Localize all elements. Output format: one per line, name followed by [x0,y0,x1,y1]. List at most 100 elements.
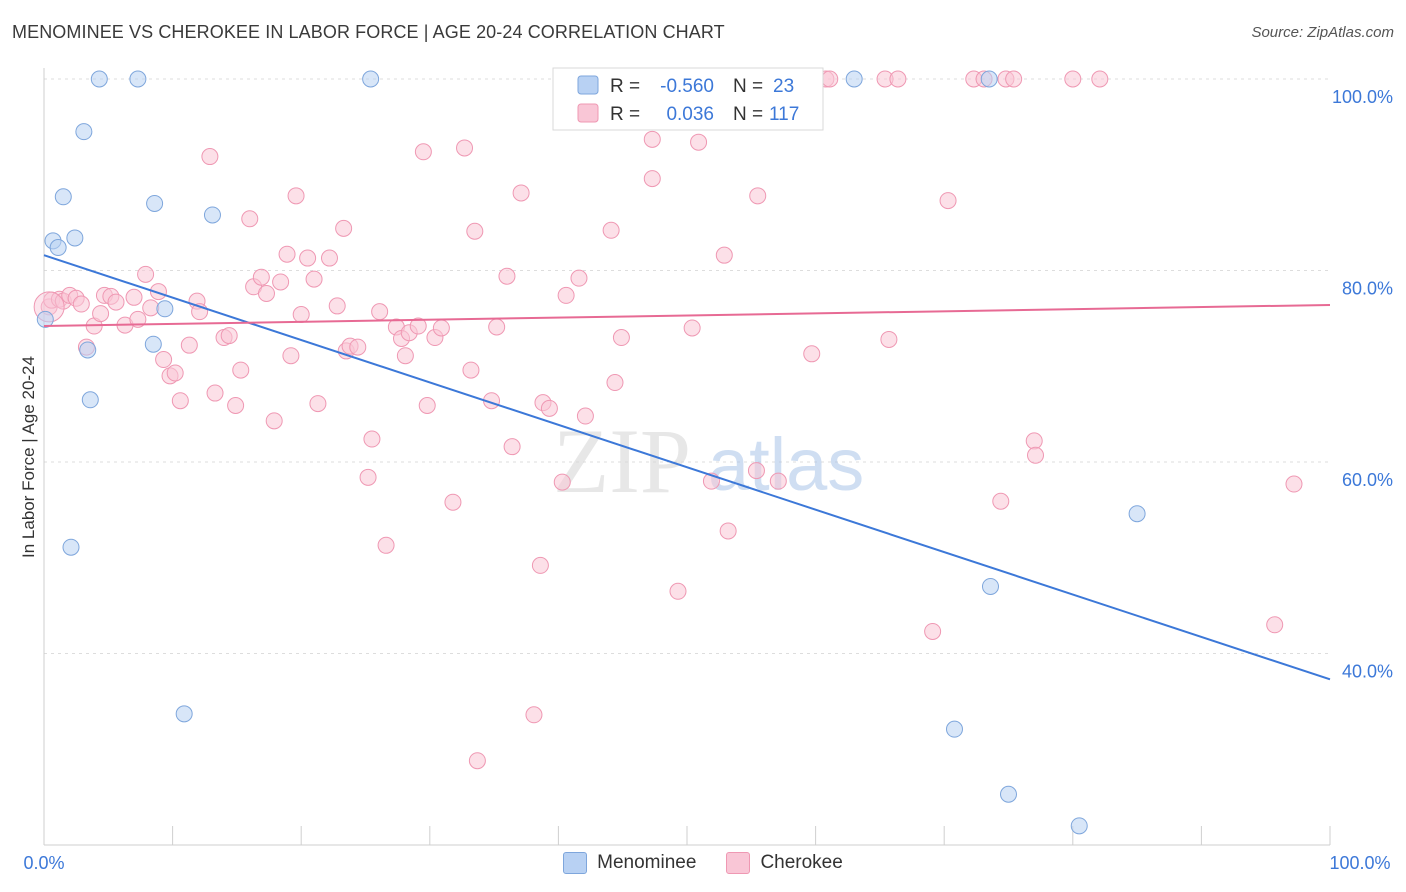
cherokee-point [359,468,377,486]
cherokee-point [444,493,462,511]
legend-bottom: Menominee Cherokee [0,852,1406,874]
y-tick-label: 100.0% [1332,87,1393,107]
cherokee-point [1285,475,1303,493]
cherokee-point [232,361,250,379]
menominee-point [1000,785,1017,803]
trend-lines [43,254,1331,681]
cherokee-point [328,297,346,315]
grid-lines [44,78,1330,654]
cherokee-point [749,187,767,205]
cherokee-point [468,752,486,770]
cherokee-point [292,306,310,324]
watermark-atlas: atlas [708,423,864,506]
cherokee-point [503,438,521,456]
x-ticks [172,826,1331,845]
cherokee-point [715,246,733,264]
cherokee-point [149,283,167,301]
cherokee-point [272,273,290,291]
menominee-point [75,123,93,141]
cherokee-point [747,462,765,480]
cherokee-point [409,317,427,335]
menominee-point [90,70,108,88]
cherokee-point [180,336,198,354]
menominee-point [79,341,97,359]
cherokee-point [107,293,125,311]
cherokee-point [612,329,630,347]
legend-r-label-cherokee: R = [610,104,640,125]
cherokee-point [227,397,245,415]
cherokee-point [889,70,907,88]
cherokee-point [418,397,436,415]
cherokee-point [643,170,661,188]
cherokee-point [512,184,530,202]
cherokee-point [1091,70,1109,88]
cherokee-point [1064,70,1082,88]
menominee-point [144,335,162,353]
cherokee-point [1005,70,1023,88]
menominee-point [81,391,99,409]
menominee-point [54,188,72,206]
cherokee-point [803,345,821,363]
cherokee-point [414,143,432,161]
cherokee-point [602,221,620,239]
cherokee-point [669,582,687,600]
cherokee-point [287,187,305,205]
cherokee-point [683,319,701,337]
cherokee-point [125,288,143,306]
legend-r-value-cherokee: 0.036 [666,104,714,125]
menominee-point [129,70,147,88]
cherokee-point [466,222,484,240]
cherokee-point [349,338,367,356]
legend-bottom-label-cherokee: Cherokee [760,852,843,873]
menominee-point [980,70,998,88]
chart-title: MENOMINEE VS CHEROKEE IN LABOR FORCE | A… [12,22,725,42]
cherokee-point [488,318,506,336]
cherokee-point [305,270,323,288]
legend-bottom-swatch-cherokee [726,852,751,874]
cherokee-point [282,347,300,365]
y-tick-label: 60.0% [1342,470,1393,490]
menominee-point [36,310,54,328]
cherokee-point [1266,616,1284,634]
legend-bottom-label-menominee: Menominee [597,852,697,873]
legend-n-label-menominee: N = [733,76,763,97]
cherokee-point [220,327,238,345]
cherokee-point [278,245,296,263]
cherokee-point [299,249,317,267]
cherokee-point [570,269,588,287]
legend-r-value-menominee: -0.560 [660,76,714,97]
x-tick-label-max: 100.0% [1329,853,1390,873]
legend-n-value-cherokee: 117 [769,104,799,125]
cherokee-trend-line [43,303,1331,328]
cherokee-point [924,622,942,640]
y-tick-label: 80.0% [1342,279,1393,299]
menominee-point [66,229,84,247]
menominee-point [156,300,174,318]
cherokee-point [939,192,957,210]
cherokee-point [335,219,353,237]
y-axis-label: In Labor Force | Age 20-24 [19,356,38,558]
cherokee-point [265,412,283,430]
cherokee-point [498,267,516,285]
cherokee-point [129,310,147,328]
legend-top: R = -0.560 N = 23 R = 0.036 N = 117 [552,67,824,131]
cherokee-point [525,706,543,724]
cherokee-point [690,133,708,151]
cherokee-point [456,139,474,157]
menominee-points [36,70,1146,835]
menominee-point [49,239,67,257]
legend-item-cherokee: Cherokee [726,852,843,874]
legend-bottom-swatch-menominee [563,852,588,874]
source-label: Source: ZipAtlas.com [1251,24,1394,41]
cherokee-point [241,210,259,228]
x-tick-label-min: 0.0% [23,853,64,873]
menominee-point [945,720,963,738]
cherokee-point [1027,446,1045,464]
cherokee-point [371,303,389,321]
menominee-point [845,70,863,88]
cherokee-point [643,130,661,148]
cherokee-point [821,70,839,88]
cherokee-point [576,407,594,425]
cherokee-point [92,305,110,323]
cherokee-point [462,361,480,379]
